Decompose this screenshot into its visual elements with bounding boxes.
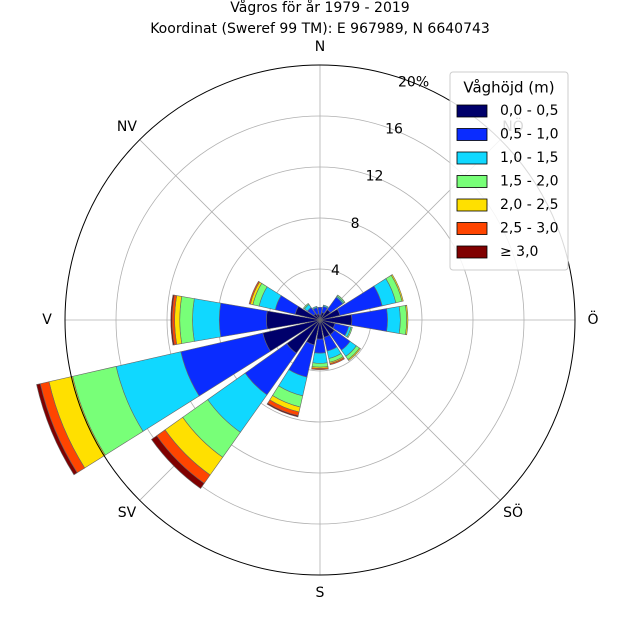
grid-spoke bbox=[139, 139, 321, 321]
rose-bars bbox=[36, 274, 409, 489]
legend-swatch bbox=[456, 198, 488, 212]
radial-tick-labels: 4 8 12 16 20% bbox=[331, 74, 429, 278]
legend-swatch bbox=[456, 151, 488, 165]
radial-tick-label: 4 bbox=[331, 263, 340, 279]
rose-bar-segment bbox=[351, 308, 388, 332]
rose-bar-segment bbox=[390, 274, 404, 302]
rose-bar-segment bbox=[36, 383, 78, 476]
rose-bar-segment bbox=[192, 298, 222, 342]
legend-entry-label: 2,0 - 2,5 bbox=[500, 197, 558, 213]
legend-swatch bbox=[456, 222, 488, 235]
radial-tick-label: 8 bbox=[351, 216, 360, 232]
direction-label: N bbox=[315, 39, 325, 55]
rose-bar-segment bbox=[347, 347, 361, 361]
direction-label: SÖ bbox=[503, 503, 523, 521]
rose-bar-segment bbox=[322, 304, 329, 309]
legend-swatch bbox=[456, 245, 488, 259]
legend-entry-label: 0,0 - 0,5 bbox=[500, 103, 558, 119]
legend-entry-label: 2,5 - 3,0 bbox=[500, 221, 558, 237]
radial-tick-label: 16 bbox=[385, 122, 403, 138]
rose-bar-segment bbox=[219, 302, 268, 338]
direction-label: S bbox=[316, 585, 325, 601]
legend-swatch bbox=[456, 128, 488, 141]
rose-bar-segment bbox=[346, 326, 353, 339]
legend-title: Våghöjd (m) bbox=[463, 79, 554, 97]
polar-frame bbox=[64, 64, 576, 576]
legend-swatch bbox=[456, 104, 488, 118]
legend-box bbox=[449, 71, 569, 271]
legend-entry-label: 1,0 - 1,5 bbox=[500, 150, 558, 166]
legend-entry-label: ≥ 3,0 bbox=[500, 244, 538, 260]
direction-label: SV bbox=[118, 505, 137, 521]
radial-tick-label: 20% bbox=[398, 74, 429, 90]
rose-bar-segment bbox=[386, 306, 401, 334]
direction-label: Ö bbox=[587, 310, 598, 328]
rose-bar-segment bbox=[248, 280, 260, 305]
direction-label: V bbox=[42, 312, 52, 328]
rose-bar-segment bbox=[311, 362, 329, 368]
rose-bar-segment bbox=[312, 352, 328, 364]
rose-bar-segment bbox=[170, 294, 175, 346]
rose-bar-segment bbox=[329, 357, 345, 366]
legend: Våghöjd (m) 0,0 - 0,5 0,5 - 1,0 1,0 - 1,5 1… bbox=[449, 71, 569, 271]
rose-bar-segment bbox=[266, 402, 299, 418]
rose-bar-segment bbox=[179, 296, 195, 344]
rose-bar-segment bbox=[405, 304, 409, 336]
rose-bar-segment bbox=[336, 294, 346, 304]
rose-bar-segment bbox=[302, 302, 310, 310]
legend-entry-label: 1,5 - 2,0 bbox=[500, 174, 558, 190]
radial-tick-label: 12 bbox=[366, 169, 384, 185]
polar-grid bbox=[65, 65, 575, 575]
rose-bar-segment bbox=[398, 305, 407, 335]
chart-title: Vågros för år 1979 - 2019 bbox=[230, 0, 409, 16]
chart-subtitle: Koordinat (Sweref 99 TM): E 967989, N 66… bbox=[150, 21, 490, 37]
rose-bar-segment bbox=[314, 338, 326, 354]
rose-bar-segment bbox=[312, 305, 318, 310]
direction-label: NV bbox=[117, 119, 137, 135]
legend-swatch bbox=[456, 175, 488, 188]
rose-bar-segment bbox=[311, 367, 329, 371]
legend-entry-label: 0,5 - 1,0 bbox=[500, 127, 558, 143]
rose-bar-segment bbox=[151, 435, 205, 489]
